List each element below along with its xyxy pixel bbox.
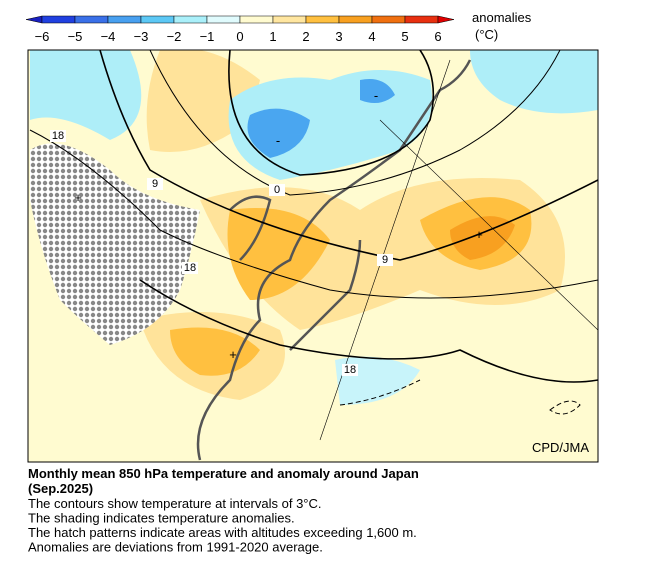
colorbar-tick-label: 1 <box>269 29 276 44</box>
colorbar-segment <box>41 15 76 24</box>
contours <box>29 50 598 441</box>
colorbar-tick-label: −3 <box>134 29 149 44</box>
caption-title: Monthly mean 850 hPa temperature and ano… <box>28 466 419 481</box>
contour-label-bg <box>147 178 163 190</box>
colorbar-tick-label: 2 <box>302 29 309 44</box>
contour-label: 18 <box>184 262 196 274</box>
colorbar-tick-label: 3 <box>335 29 342 44</box>
anomaly-mark: + <box>229 347 237 362</box>
colorbar-unit: (°C) <box>475 27 498 42</box>
colorbar-segment <box>173 15 208 24</box>
contour-label-bg <box>269 184 285 196</box>
colorbar-segment <box>371 15 406 24</box>
colorbar-label: anomalies <box>472 10 532 25</box>
colorbar-tick-label: 0 <box>236 29 243 44</box>
anomaly-mark: + <box>74 190 82 205</box>
credit: CPD/JMA <box>532 440 589 455</box>
colorbar-segment <box>74 15 109 24</box>
colorbar-tick-label: −2 <box>167 29 182 44</box>
colorbar: −6 −5 −4 −3 −2 −1 0 1 2 3 4 5 6 <box>25 15 455 44</box>
colorbar-tick-label: −5 <box>68 29 83 44</box>
contour-label: 18 <box>52 130 64 142</box>
anomaly-mark: + <box>475 227 483 242</box>
colorbar-tick-label: 6 <box>434 29 441 44</box>
coastlines <box>196 59 472 461</box>
colorbar-tick-label: −4 <box>101 29 116 44</box>
high-terrain-hatch <box>30 143 200 345</box>
colorbar-segment <box>404 15 439 24</box>
colorbar-arrow-high <box>437 15 455 24</box>
anomaly-mark: - <box>276 133 280 148</box>
caption-line: The hatch patterns indicate areas with a… <box>28 525 417 540</box>
colorbar-arrow-low <box>25 15 43 24</box>
colorbar-tick-label: 5 <box>401 29 408 44</box>
colorbar-segment <box>206 15 241 24</box>
anomaly-mark: - <box>374 88 378 103</box>
caption-line: The contours show temperature at interva… <box>28 496 322 511</box>
colorbar-segment <box>338 15 373 24</box>
caption-line: Anomalies are deviations from 1991-2020 … <box>28 540 323 555</box>
colorbar-segment <box>272 15 307 24</box>
contour-label-bg <box>377 254 393 266</box>
colorbar-segment <box>239 15 274 24</box>
caption-lines: The contours show temperature at interva… <box>28 496 417 555</box>
contour-label: 9 <box>152 178 158 190</box>
contour-label: 18 <box>344 364 356 376</box>
contour-label: 0 <box>274 184 280 196</box>
colorbar-tick-label: −6 <box>35 29 50 44</box>
map: 18 9 0 9 18 18 - - + + + <box>28 50 598 462</box>
colorbar-tick-label: 4 <box>368 29 375 44</box>
contour-labels: 18 9 0 9 18 18 - - + + + <box>50 88 483 376</box>
caption-line: The shading indicates temperature anomal… <box>28 511 295 526</box>
colorbar-segment <box>140 15 175 24</box>
contour-label-bg <box>182 262 198 274</box>
map-frame <box>27 49 599 463</box>
colorbar-segment <box>305 15 340 24</box>
caption-period: (Sep.2025) <box>28 481 93 496</box>
colorbar-tick-label: −1 <box>200 29 215 44</box>
contour-label-bg <box>342 364 358 376</box>
contour-label: 9 <box>382 254 388 266</box>
colorbar-segment <box>107 15 142 24</box>
contour-label-bg <box>50 130 66 142</box>
